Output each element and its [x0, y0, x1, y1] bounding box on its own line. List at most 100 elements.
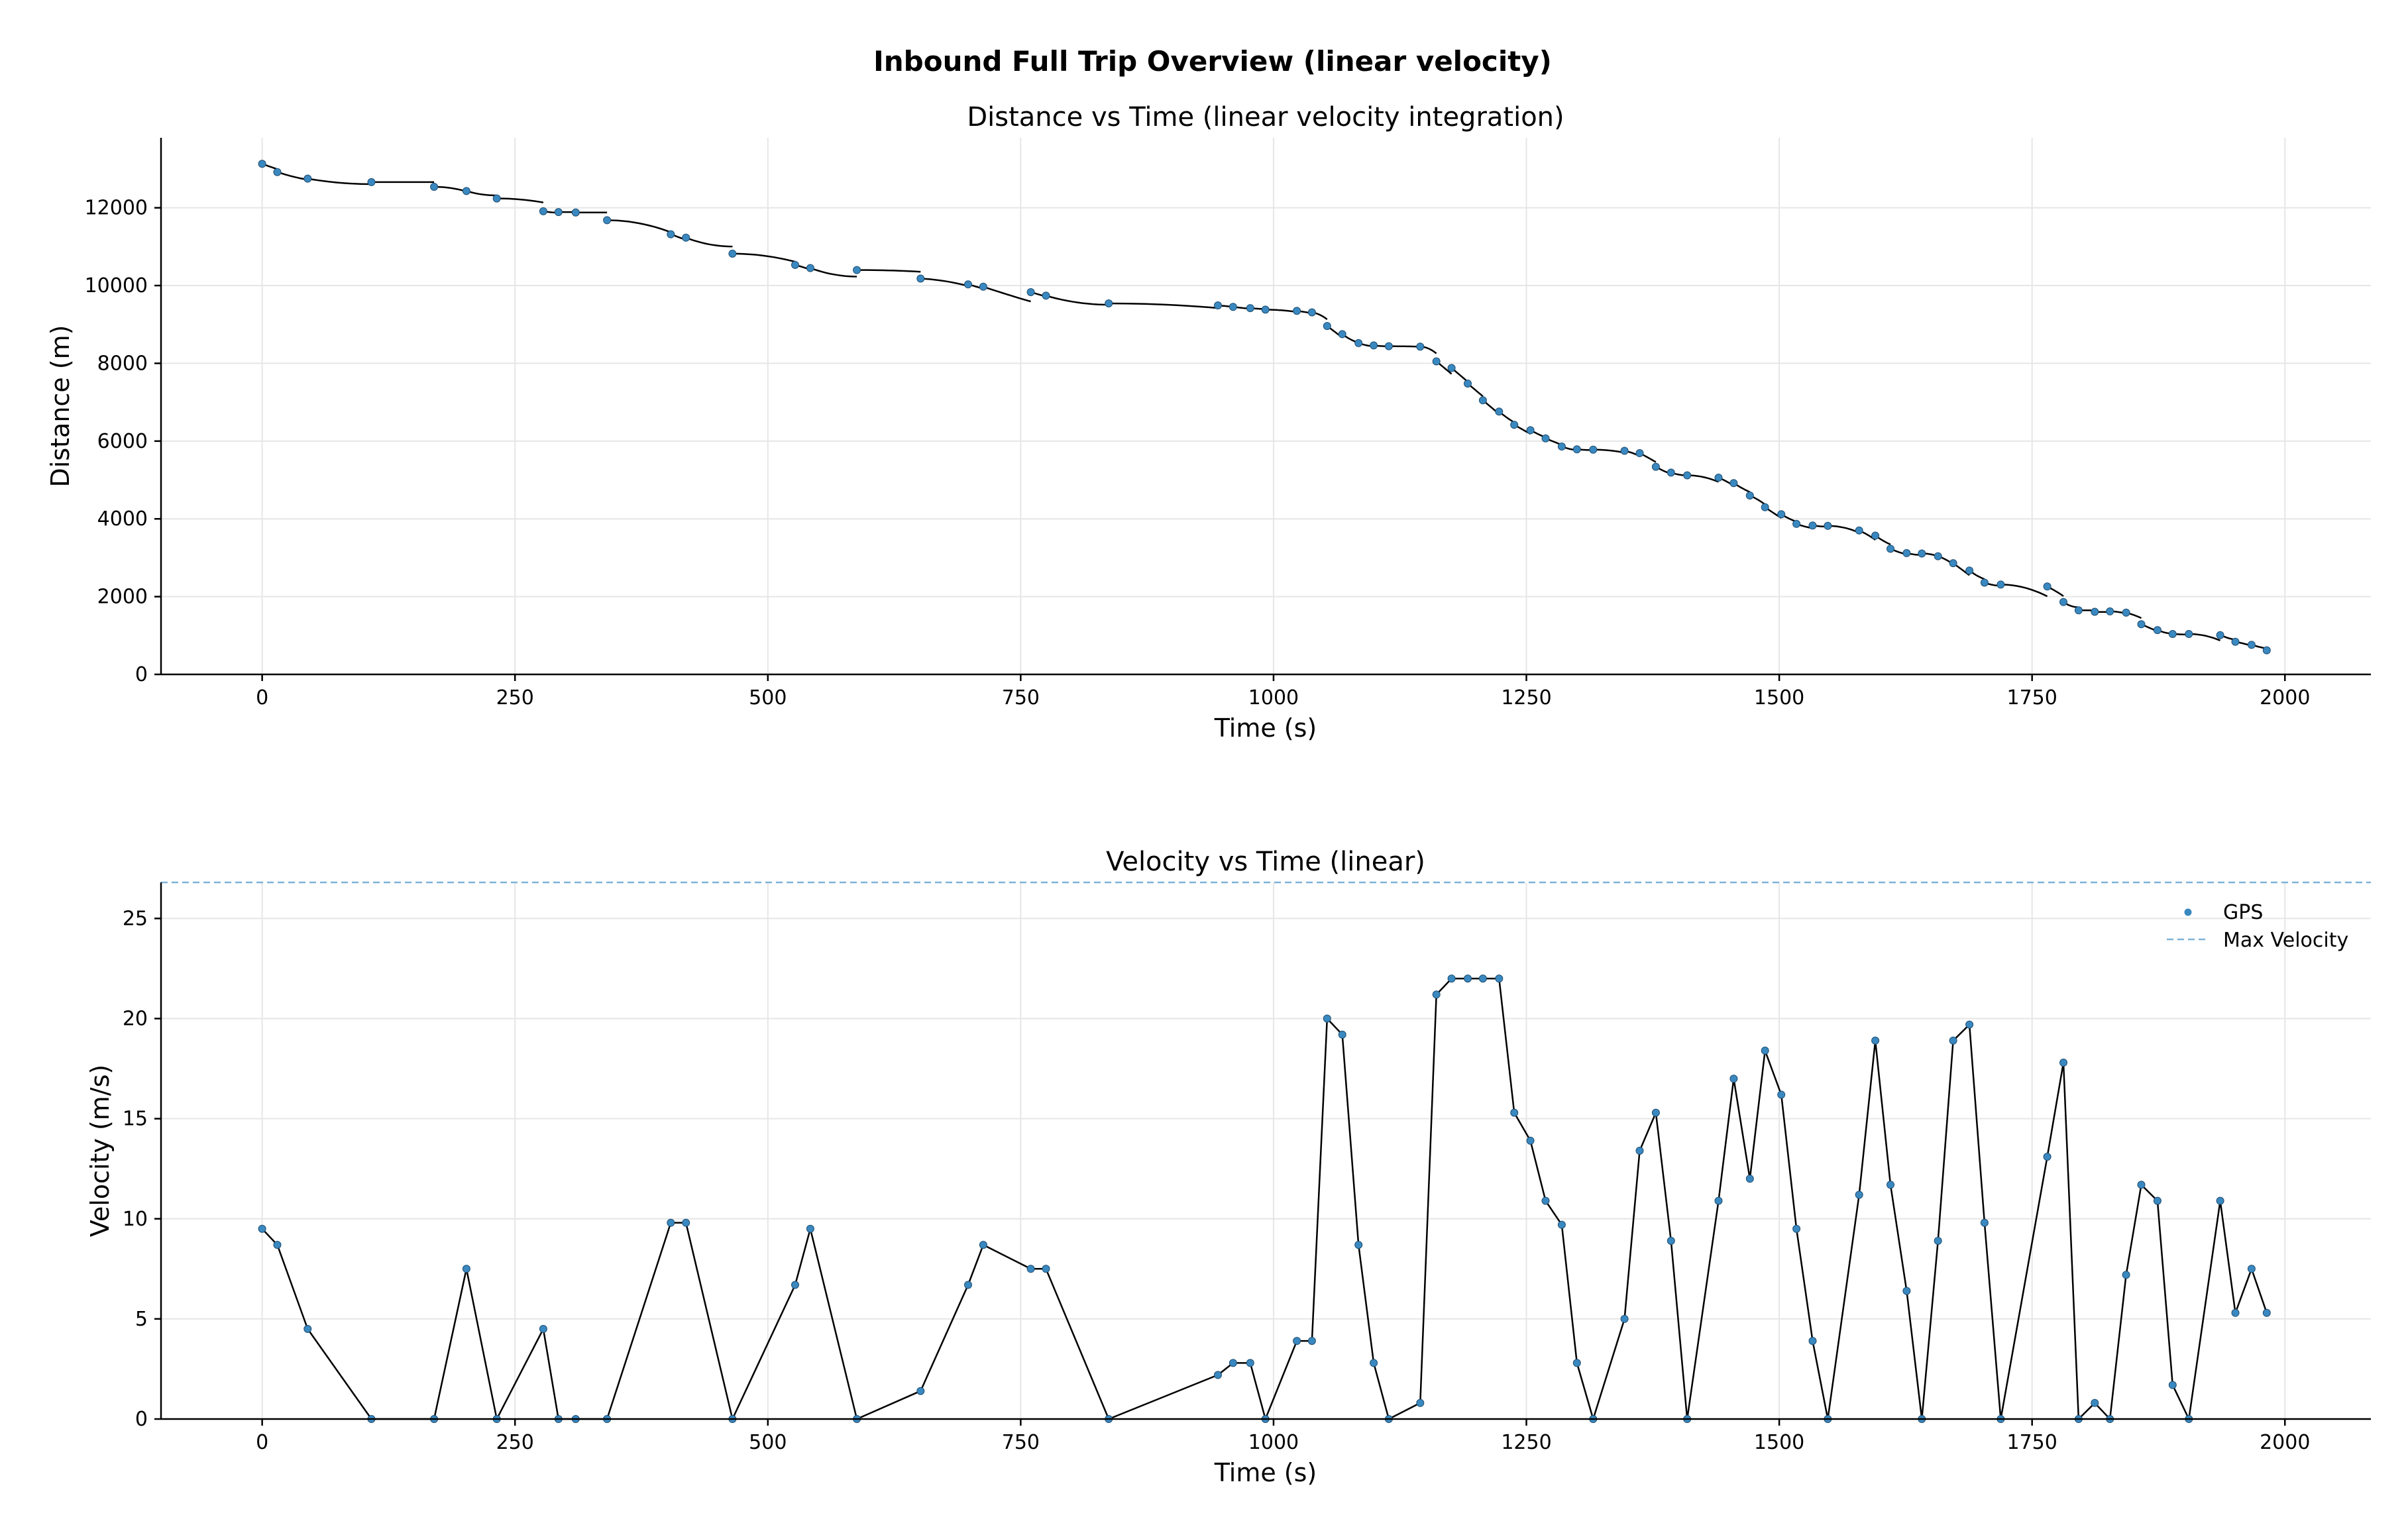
distance-gps-point — [667, 230, 675, 238]
distance-gps-point — [1729, 479, 1738, 488]
distance-gps-point — [1246, 304, 1254, 313]
velocity-gps-point — [667, 1218, 675, 1227]
velocity-chart: Velocity vs Time (linear) 0 250 500 750 1000… — [85, 847, 2371, 1487]
distance-gps-point — [979, 282, 987, 291]
distance-gps-point — [1495, 407, 1504, 416]
distance-gps-point — [1887, 545, 1894, 553]
distance-segment — [810, 267, 857, 278]
distance-gps-point — [1949, 559, 1957, 568]
velocity-gps-point — [1902, 1287, 1911, 1295]
velocity-gps-point — [1667, 1237, 1675, 1245]
distance-gps-point — [554, 208, 563, 217]
velocity-gps-point — [1478, 974, 1487, 983]
velocity-gps-point — [806, 1224, 814, 1233]
velocity-gps-point — [1464, 974, 1472, 983]
distance-gps-point — [1871, 531, 1880, 540]
distance-gps-point — [1965, 566, 1974, 575]
distance-gps-point — [2091, 607, 2099, 616]
distance-segment — [307, 178, 372, 185]
distance-gps-point — [1918, 549, 1926, 558]
distance-gps-point — [1042, 291, 1050, 300]
distance-gps-point — [1510, 421, 1519, 429]
distance-y-axis-label: Distance (m) — [46, 325, 75, 488]
velocity-gps-point — [916, 1387, 925, 1395]
distance-gps-point — [2059, 598, 2067, 606]
velocity-gps-point — [1307, 1337, 1316, 1345]
velocity-x-axis-label: Time (s) — [1214, 1458, 1317, 1487]
distance-gps-point — [1416, 342, 1425, 351]
velocity-gps-point — [1432, 990, 1441, 999]
distance-y-tick-label: 4000 — [97, 507, 148, 531]
velocity-gps-point — [2153, 1196, 2162, 1205]
distance-gps-point — [492, 194, 501, 203]
distance-y-tick-label: 8000 — [97, 352, 148, 375]
velocity-gps-point — [1510, 1108, 1519, 1117]
distance-gps-point — [1541, 434, 1550, 443]
distance-gps-point — [1683, 471, 1692, 480]
distance-segment — [434, 185, 467, 193]
distance-gps-point — [2247, 641, 2256, 649]
velocity-gps-point — [964, 1281, 972, 1289]
distance-gps-point — [853, 266, 861, 274]
distance-y-tick-label: 2000 — [97, 586, 148, 609]
velocity-gps-point — [1572, 1359, 1581, 1367]
distance-gps-point — [1792, 519, 1801, 528]
velocity-gps-point — [462, 1265, 470, 1273]
distance-gps-point — [2153, 626, 2162, 635]
distance-gps-point — [1526, 426, 1535, 435]
legend-max-velocity-label: Max Velocity — [2223, 929, 2348, 952]
velocity-gps-point — [1338, 1030, 1346, 1039]
distance-segment — [920, 278, 969, 287]
velocity-gps-point — [2043, 1153, 2052, 1161]
velocity-y-tick-label: 15 — [123, 1108, 148, 1131]
velocity-gps-point — [682, 1218, 690, 1227]
distance-ticks: 0 250 500 750 1000 1250 1500 1750 2000 0 2000 4000 6… — [85, 197, 2311, 710]
distance-segment — [983, 286, 1031, 303]
distance-gps-point — [1338, 330, 1346, 339]
distance-gps-point — [1824, 521, 1832, 530]
legend-gps-marker — [2184, 908, 2192, 916]
distance-x-tick-label: 2000 — [2260, 686, 2310, 710]
distance-gps-point — [273, 168, 282, 176]
distance-gps-point — [1370, 341, 1378, 350]
velocity-gps-point — [2168, 1381, 2177, 1389]
velocity-x-tick-label: 0 — [256, 1431, 268, 1454]
distance-gps-point — [1323, 322, 1331, 331]
distance-gps-point — [1447, 364, 1456, 372]
velocity-gps-point — [1635, 1147, 1644, 1155]
distance-gps-point — [1997, 580, 2005, 589]
velocity-gps-point — [2122, 1271, 2130, 1279]
distance-gps-point — [462, 187, 470, 195]
distance-segment — [2000, 584, 2048, 598]
velocity-gps-point — [1980, 1218, 1989, 1227]
distance-gps-point — [539, 207, 547, 215]
velocity-gps-point — [1214, 1371, 1222, 1379]
velocity-y-tick-label: 10 — [123, 1208, 148, 1231]
velocity-gps-point — [2247, 1265, 2256, 1273]
distance-x-tick-label: 1750 — [2007, 686, 2057, 710]
distance-gps-point — [1761, 503, 1769, 511]
distance-x-tick-label: 1500 — [1754, 686, 1804, 710]
distance-gps-point — [430, 183, 439, 191]
velocity-gps-point — [2231, 1308, 2240, 1317]
distance-x-tick-label: 1250 — [1501, 686, 1551, 710]
velocity-gps-point — [1323, 1014, 1331, 1023]
distance-gps-point — [571, 208, 580, 217]
legend-gps-label: GPS — [2223, 901, 2263, 924]
distance-segment — [1687, 474, 1719, 483]
velocity-gps-point — [2216, 1196, 2224, 1205]
distance-grid — [161, 138, 2371, 675]
distance-gps-point — [1354, 339, 1363, 347]
distance-gps-point — [916, 274, 925, 283]
velocity-ticks: 0 250 500 750 1000 1250 1500 1750 2000 0 5 10 15 20 25 — [123, 907, 2311, 1454]
distance-gps-point — [964, 280, 972, 289]
distance-y-tick-label: 6000 — [97, 430, 148, 453]
distance-gps-point — [1777, 510, 1786, 519]
distance-segment — [1388, 345, 1421, 348]
velocity-gps-point — [1855, 1190, 1863, 1199]
distance-gps-point — [1934, 552, 1942, 560]
distance-gps-point — [2137, 620, 2146, 629]
velocity-axes — [160, 882, 2371, 1420]
velocity-gps-point — [1871, 1036, 1880, 1045]
